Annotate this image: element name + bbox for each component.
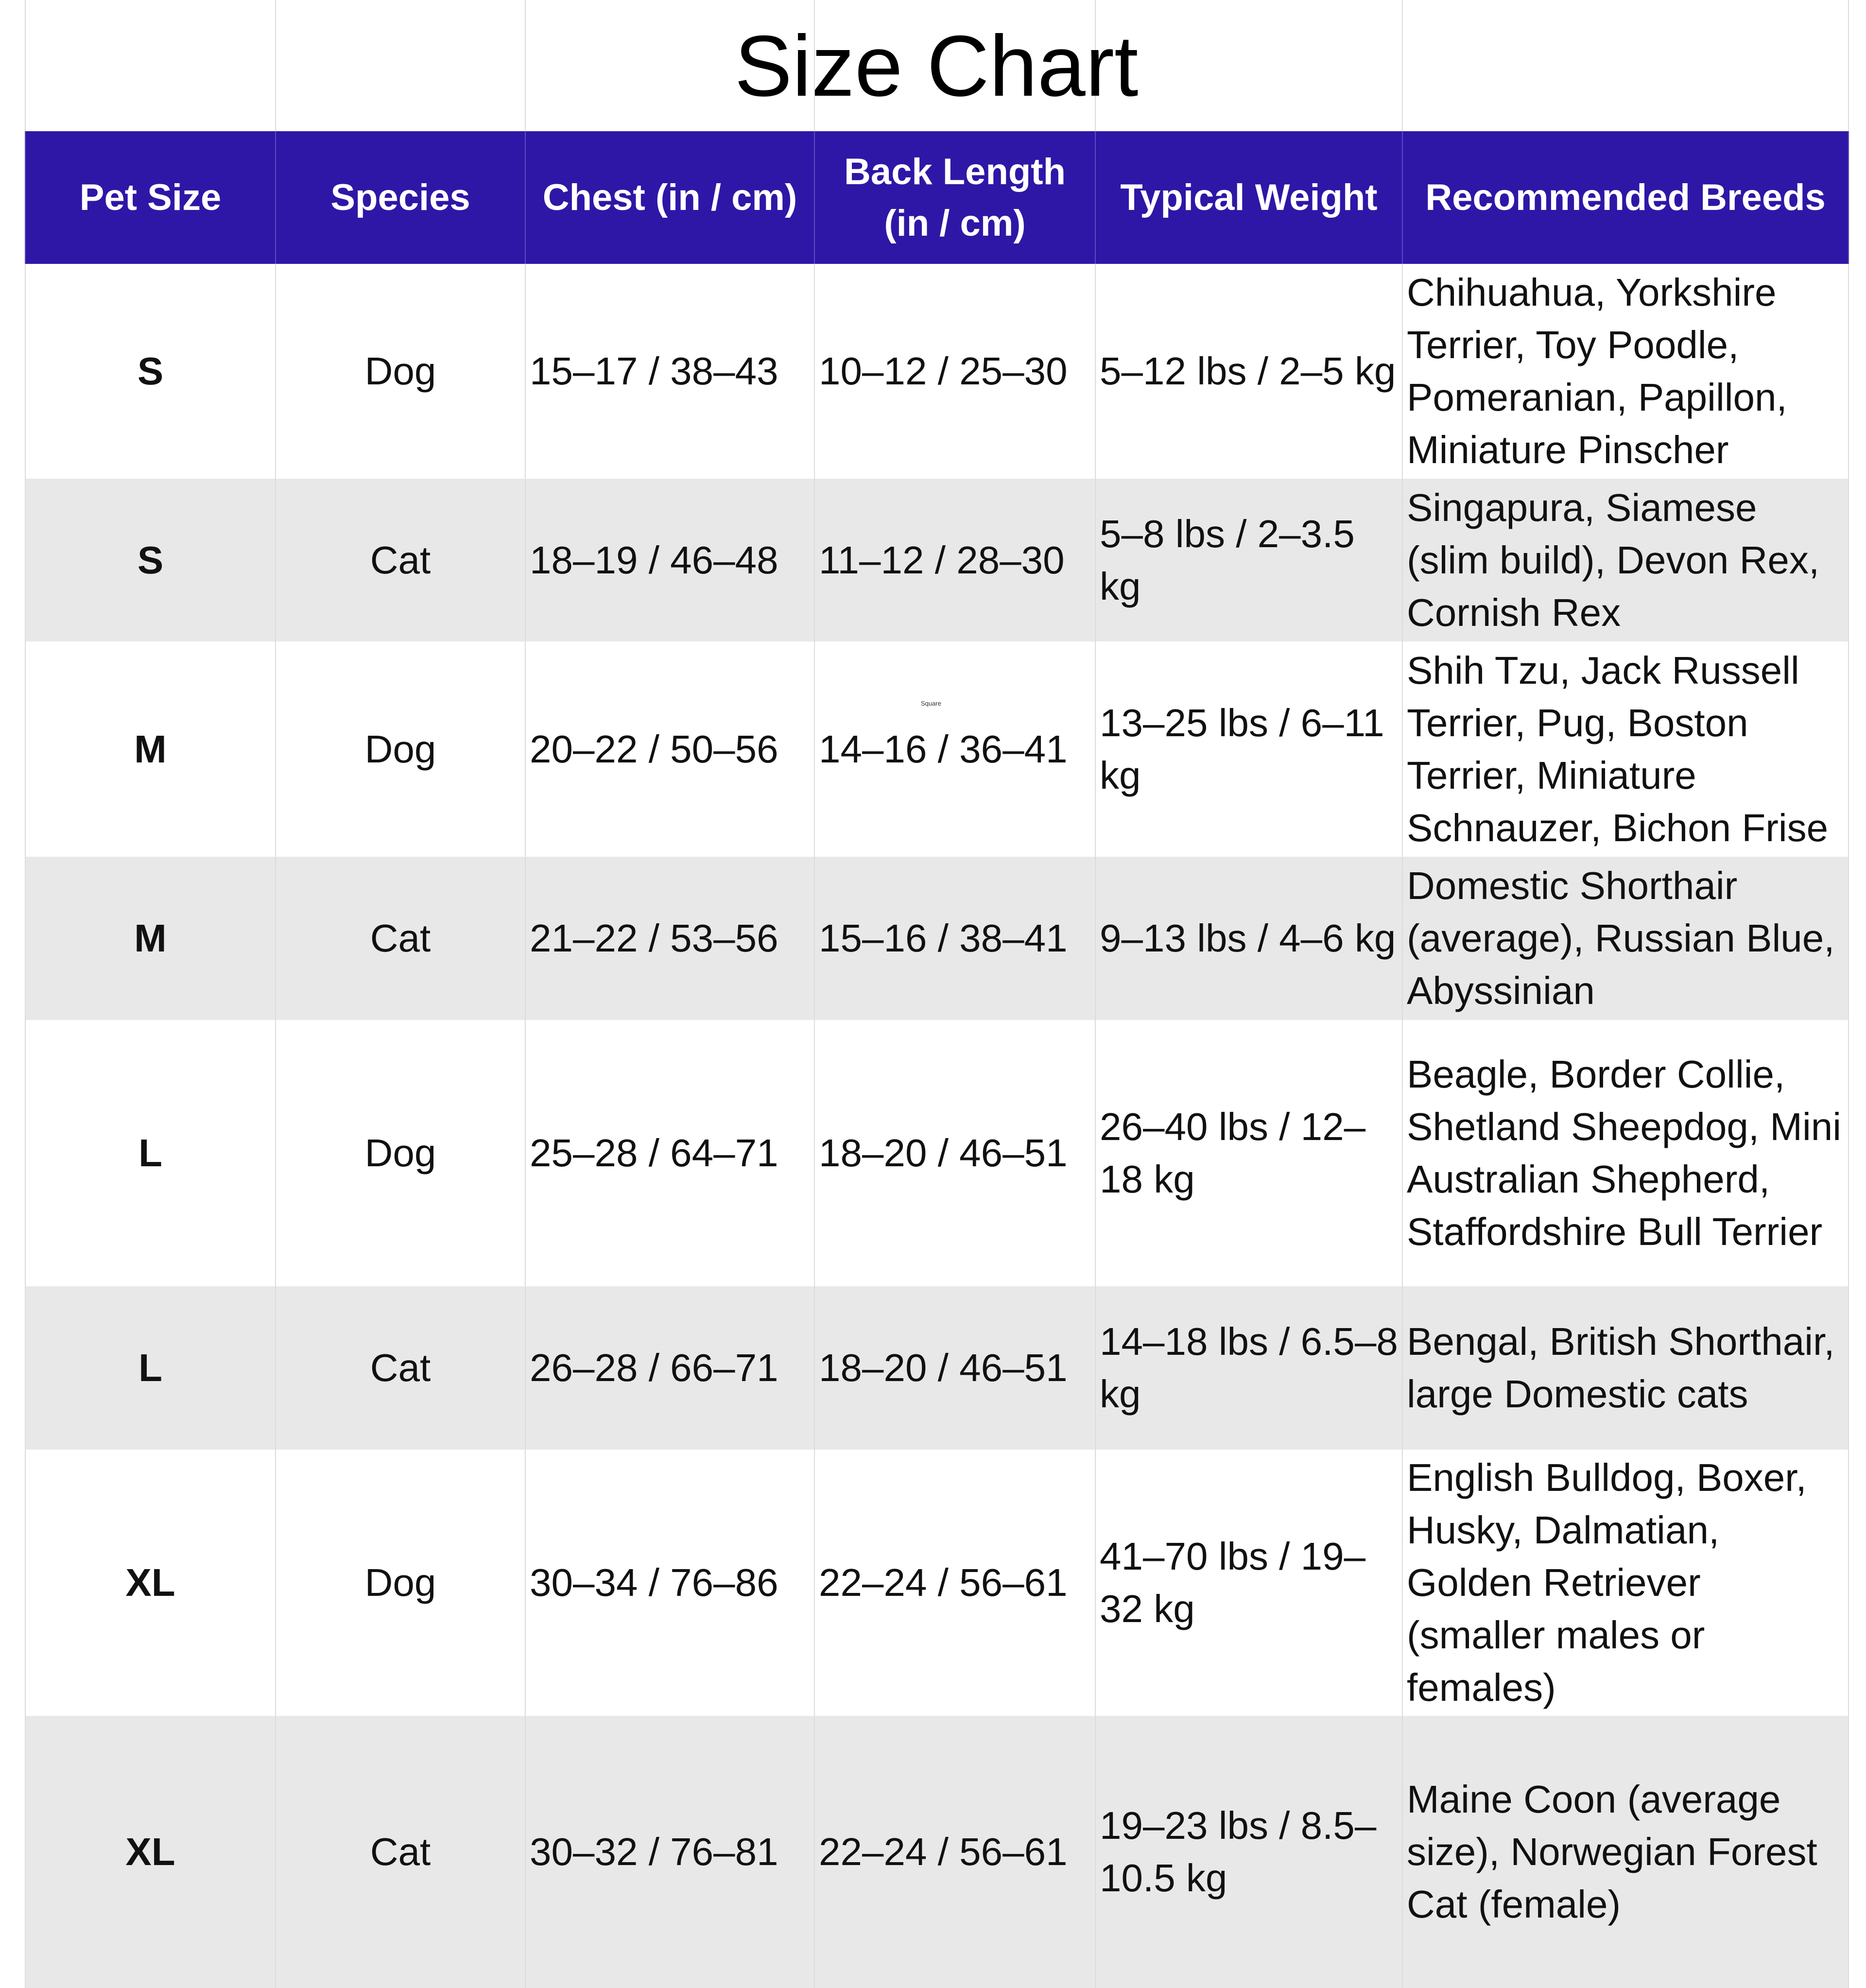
cell-breeds: Domestic Shorthair (average), Russian Bl… [1402,857,1849,1020]
table-row: XL Cat 30–32 / 76–81 22–24 / 56–61 19–23 lbs… [25,1716,1849,1988]
cell-back: 10–12 / 25–30 [814,264,1096,479]
cell-back: 14–16 / 36–41 [814,641,1096,857]
table-row: M Cat 21–22 / 53–56 15–16 / 38–41 9–13 lbs /… [25,857,1849,1020]
column-header: Chest (in / cm) [525,131,815,264]
cell-chest: 21–22 / 53–56 [525,857,815,1020]
table-row: L Cat 26–28 / 66–71 18–20 / 46–51 14–18 lbs … [25,1286,1849,1450]
cell-size: S [25,479,276,641]
cell-size: L [25,1286,276,1450]
column-header: Back Length (in / cm) [814,131,1096,264]
cell-weight: 19–23 lbs / 8.5–10.5 kg [1095,1716,1403,1988]
cell-species: Cat [275,857,526,1020]
column-header: Typical Weight [1095,131,1403,264]
cell-size: L [25,1020,276,1286]
cell-back: 11–12 / 28–30 [814,479,1096,641]
cell-chest: 18–19 / 46–48 [525,479,815,641]
cell-species: Dog [275,264,526,479]
column-header: Recommended Breeds [1402,131,1849,264]
cell-weight: 9–13 lbs / 4–6 kg [1095,857,1403,1020]
cell-chest: 20–22 / 50–56 [525,641,815,857]
title-row [25,0,1849,131]
cell-species: Dog [275,1450,526,1716]
cell-weight: 14–18 lbs / 6.5–8 kg [1095,1286,1403,1450]
cell-weight: 5–8 lbs / 2–3.5 kg [1095,479,1403,641]
cell-breeds: English Bulldog, Boxer, Husky, Dalmatian… [1402,1450,1849,1716]
cell-size: XL [25,1450,276,1716]
cell-size: XL [25,1716,276,1988]
cell-breeds: Singapura, Siamese (slim build), Devon R… [1402,479,1849,641]
cell-breeds: Beagle, Border Collie, Shetland Sheepdog… [1402,1020,1849,1286]
header-row: Pet Size Species Chest (in / cm) Back Le… [25,131,1849,264]
table-row: S Dog 15–17 / 38–43 10–12 / 25–30 5–12 lbs /… [25,264,1849,479]
cell-back: 18–20 / 46–51 [814,1286,1096,1450]
cell-species: Cat [275,1286,526,1450]
cell-chest: 15–17 / 38–43 [525,264,815,479]
cell-species: Cat [275,479,526,641]
cell-chest: 26–28 / 66–71 [525,1286,815,1450]
stray-label: Square [921,700,941,707]
column-header: Pet Size [25,131,276,264]
cell-species: Cat [275,1716,526,1988]
cell-weight: 13–25 lbs / 6–11 kg [1095,641,1403,857]
table-row: S Cat 18–19 / 46–48 11–12 / 28–30 5–8 lbs / … [25,479,1849,641]
cell-chest: 25–28 / 64–71 [525,1020,815,1286]
cell-chest: 30–32 / 76–81 [525,1716,815,1988]
cell-weight: 5–12 lbs / 2–5 kg [1095,264,1403,479]
cell-back: 22–24 / 56–61 [814,1716,1096,1988]
cell-back: 22–24 / 56–61 [814,1450,1096,1716]
cell-breeds: Chihuahua, Yorkshire Terrier, Toy Poodle… [1402,264,1849,479]
cell-species: Dog [275,1020,526,1286]
cell-weight: 26–40 lbs / 12–18 kg [1095,1020,1403,1286]
cell-back: 18–20 / 46–51 [814,1020,1096,1286]
cell-breeds: Shih Tzu, Jack Russell Terrier, Pug, Bos… [1402,641,1849,857]
cell-breeds: Bengal, British Shorthair, large Domesti… [1402,1286,1849,1450]
cell-back: 15–16 / 38–41 [814,857,1096,1020]
table-row: M Dog 20–22 / 50–56 14–16 / 36–41 13–25 lbs … [25,641,1849,857]
cell-size: M [25,857,276,1020]
table-row: XL Dog 30–34 / 76–86 22–24 / 56–61 41–70 lbs… [25,1450,1849,1716]
cell-size: S [25,264,276,479]
table-row: L Dog 25–28 / 64–71 18–20 / 46–51 26–40 lbs … [25,1020,1849,1286]
cell-size: M [25,641,276,857]
column-header: Species [275,131,526,264]
page-title: Size Chart [734,17,1139,114]
size-chart-table: Pet Size Species Chest (in / cm) Back Le… [25,0,1849,1988]
cell-breeds: Maine Coon (average size), Norwegian For… [1402,1716,1849,1988]
cell-chest: 30–34 / 76–86 [525,1450,815,1716]
cell-species: Dog [275,641,526,857]
cell-weight: 41–70 lbs / 19–32 kg [1095,1450,1403,1716]
